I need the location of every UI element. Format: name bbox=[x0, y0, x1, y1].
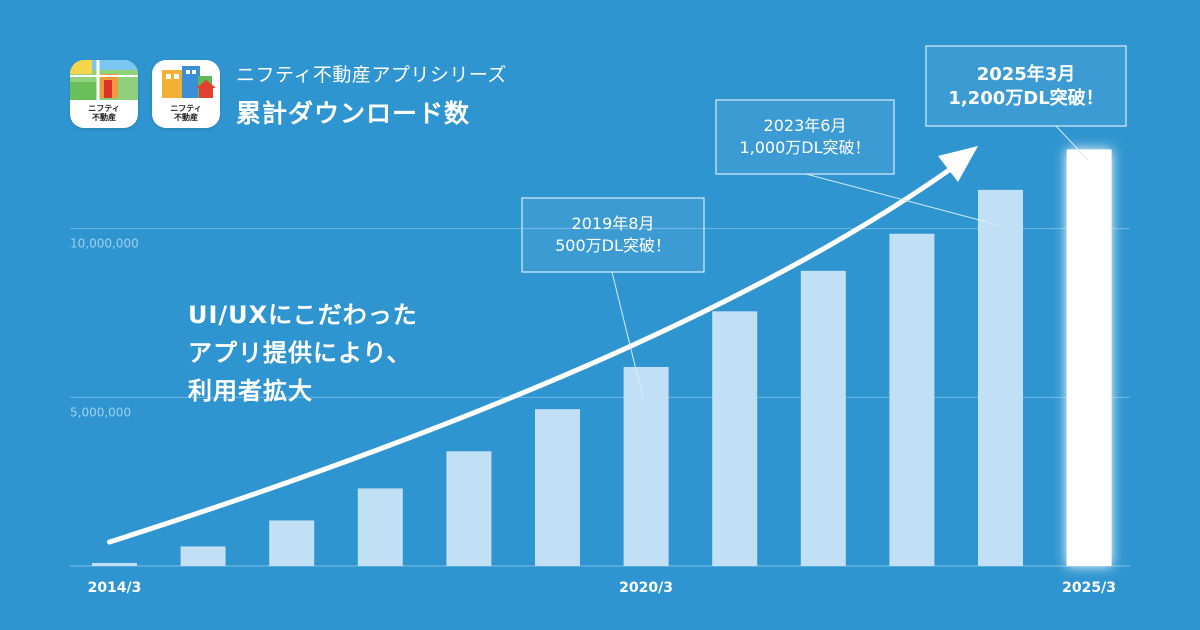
callout-box bbox=[521, 197, 705, 273]
buildings-icon-graphic bbox=[162, 66, 216, 98]
callout-text: 500万DL突破！ bbox=[555, 236, 671, 255]
app-label: ニフティ 不動産 bbox=[170, 104, 202, 122]
callout-text: 2023年6月 bbox=[764, 116, 847, 135]
callout-leader bbox=[611, 271, 644, 399]
bar bbox=[712, 311, 758, 566]
callout-text: 2019年8月 bbox=[572, 214, 655, 233]
app-label: ニフティ 不動産 bbox=[88, 104, 120, 122]
bar bbox=[978, 189, 1023, 566]
bar bbox=[623, 366, 669, 566]
series-subtitle: ニフティ不動産アプリシリーズ bbox=[236, 64, 507, 86]
callout-text: 2025年3月 bbox=[977, 63, 1076, 85]
tagline: UI/UXにこだわった アプリ提供により、 利用者拡大 bbox=[188, 301, 418, 405]
bar bbox=[889, 233, 935, 566]
highlight-bar bbox=[1066, 149, 1112, 567]
trend-arrow-head bbox=[938, 146, 978, 182]
callout-box bbox=[715, 99, 895, 175]
bar bbox=[357, 488, 403, 566]
bar bbox=[446, 451, 492, 566]
buildings-app-icon: ニフティ 不動産 bbox=[152, 60, 220, 128]
bar bbox=[180, 546, 226, 566]
bar bbox=[800, 270, 846, 566]
map-icon-graphic bbox=[70, 60, 138, 100]
x-tick-label: 2014/3 bbox=[88, 580, 142, 596]
callout-text: 1,200万DL突破！ bbox=[948, 87, 1103, 109]
bar bbox=[92, 563, 137, 566]
map-app-icon: ニフティ 不動産 bbox=[70, 60, 138, 128]
trend-arrow bbox=[107, 165, 955, 545]
chart-title: 累計ダウンロード数 bbox=[236, 99, 471, 128]
x-tick-label: 2025/3 bbox=[1062, 580, 1116, 596]
callout-leader bbox=[1055, 125, 1089, 161]
bar bbox=[269, 520, 315, 566]
y-tick-label: 10,000,000 bbox=[70, 237, 139, 251]
callout-leader bbox=[805, 173, 1003, 227]
y-tick-label: 5,000,000 bbox=[70, 405, 131, 419]
x-tick-label: 2020/3 bbox=[619, 580, 673, 596]
callout-box bbox=[925, 45, 1127, 127]
bar bbox=[535, 409, 580, 566]
callout-text: 1,000万DL突破！ bbox=[739, 138, 870, 157]
